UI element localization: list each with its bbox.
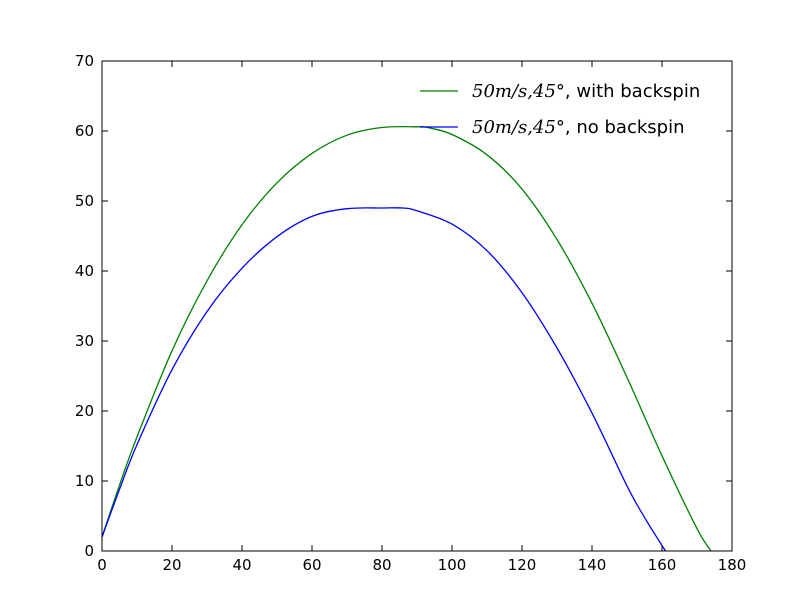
x-tick-label: 160 [648, 556, 677, 574]
legend-math: 50m/s,45° [472, 81, 565, 102]
y-tick-label: 50 [75, 192, 94, 210]
plot-frame [101, 60, 733, 552]
x-tick-label: 40 [232, 556, 251, 574]
y-tick-label: 60 [75, 122, 94, 140]
x-tick-label: 100 [438, 556, 467, 574]
x-tick-label: 0 [97, 556, 107, 574]
legend-math: 50m/s,45° [472, 117, 565, 138]
plot-area [102, 61, 732, 551]
legend-label-with-backspin: 50m/s,45°, with backspin [472, 81, 700, 102]
legend-label-no-backspin: 50m/s,45°, no backspin [472, 117, 684, 138]
y-tick-label: 30 [75, 332, 94, 350]
y-tick-label: 10 [75, 472, 94, 490]
legend-suffix: , with backspin [565, 81, 700, 102]
series-line-with-backspin [101, 125, 712, 552]
x-tick-label: 20 [162, 556, 181, 574]
x-tick-label: 140 [578, 556, 607, 574]
x-tick-label: 120 [508, 556, 537, 574]
y-tick-label: 70 [75, 52, 94, 70]
x-tick-label: 80 [372, 556, 391, 574]
legend-suffix: , no backspin [565, 117, 685, 138]
series-layer [101, 125, 712, 552]
y-tick-label: 20 [75, 402, 94, 420]
y-tick-label: 40 [75, 262, 94, 280]
x-tick-label: 180 [718, 556, 747, 574]
y-tick-label: 0 [84, 542, 94, 560]
tick-layer: 0 20 40 60 80 100 120 140 160 180 0 10 20 30 40 50 60 70 [75, 52, 746, 574]
series-line-no-backspin [101, 207, 667, 552]
x-tick-label: 60 [302, 556, 321, 574]
